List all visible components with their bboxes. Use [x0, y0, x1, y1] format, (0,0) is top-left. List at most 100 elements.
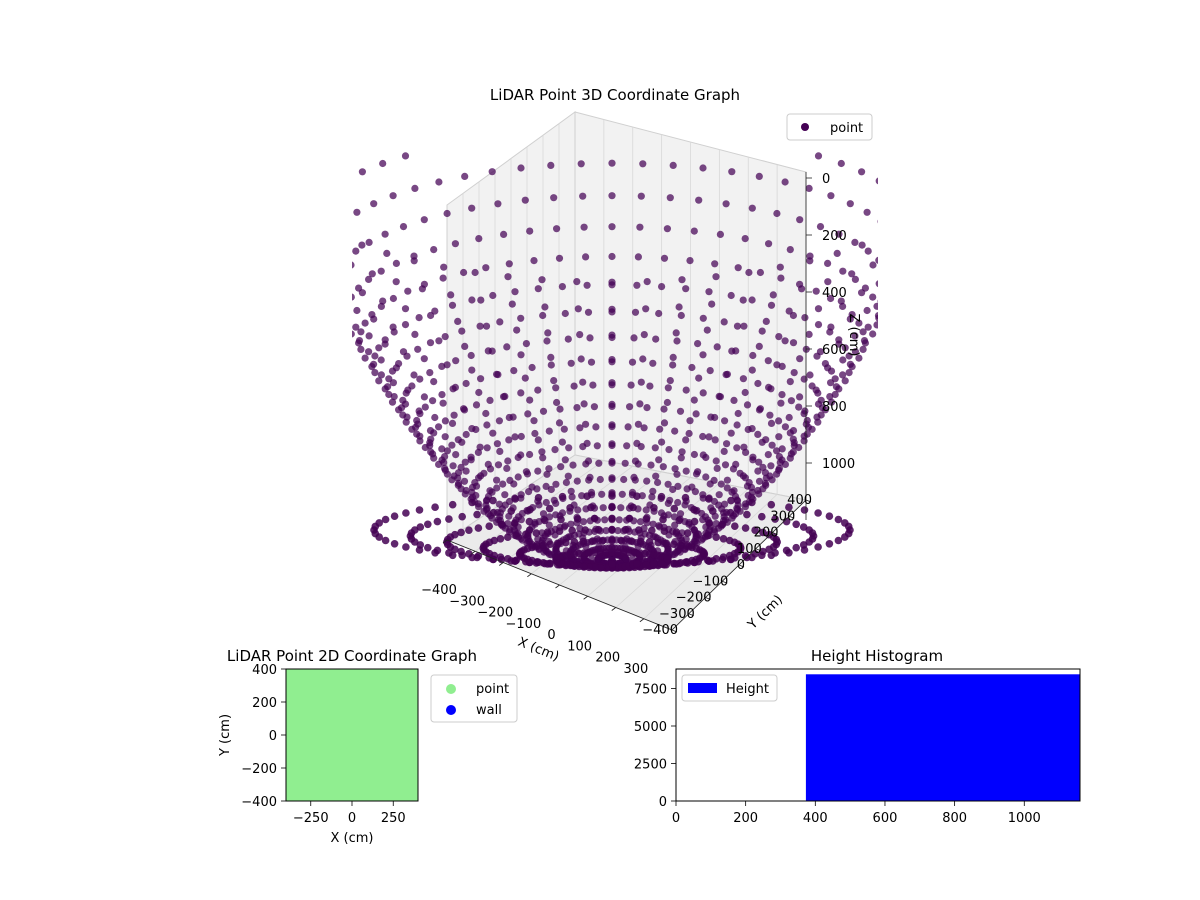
- x-tick-label: −100: [506, 617, 542, 632]
- data-point: [796, 280, 804, 288]
- data-point: [489, 496, 497, 505]
- data-point: [390, 328, 398, 336]
- data-point: [552, 511, 560, 519]
- y-tick-mark: [772, 532, 778, 535]
- data-point: [666, 377, 674, 385]
- data-point: [683, 529, 692, 537]
- data-point: [671, 427, 679, 435]
- data-point: [307, 250, 314, 257]
- data-point: [501, 392, 509, 400]
- data-point: [608, 402, 616, 410]
- data-point: [411, 330, 419, 338]
- data-point: [517, 351, 525, 359]
- data-point: [685, 429, 693, 438]
- y-tick-label: −400: [642, 623, 678, 638]
- legend-histogram: Height: [681, 674, 778, 702]
- data-point: [826, 328, 834, 336]
- data-point: [608, 441, 616, 450]
- x-tick-label: −400: [421, 583, 457, 598]
- x-tick-label: 0: [672, 811, 680, 826]
- data-point: [636, 223, 644, 231]
- data-point: [596, 564, 605, 572]
- data-point: [543, 528, 552, 536]
- data-point: [365, 348, 373, 356]
- data-point: [608, 537, 616, 545]
- data-point: [539, 311, 547, 320]
- data-point: [468, 296, 476, 304]
- data-point: [377, 356, 385, 364]
- data-point: [399, 223, 408, 231]
- data-point: [651, 444, 659, 452]
- x-tick-label: −200: [477, 606, 513, 621]
- data-point: [775, 417, 783, 425]
- data-point: [390, 512, 399, 520]
- data-point: [608, 223, 616, 231]
- data-point: [441, 333, 449, 341]
- data-point: [675, 516, 683, 525]
- x-tick-mark: [499, 562, 504, 566]
- data-point: [761, 469, 770, 477]
- data-point: [357, 328, 365, 336]
- data-point: [754, 486, 762, 495]
- data-point: [910, 250, 917, 257]
- data-point: [762, 481, 770, 489]
- x-tick-mark: [555, 584, 560, 589]
- data-point: [805, 184, 813, 192]
- data-point: [433, 517, 442, 526]
- data-point: [943, 155, 950, 162]
- data-point: [525, 517, 534, 526]
- data-point: [754, 430, 762, 438]
- data-point: [827, 398, 836, 406]
- data-point: [855, 354, 863, 362]
- data-point: [493, 476, 501, 484]
- data-point: [343, 321, 350, 328]
- data-point: [736, 542, 744, 550]
- data-point: [314, 242, 321, 249]
- data-point: [723, 484, 731, 492]
- data-point: [541, 303, 549, 311]
- data-point: [489, 291, 497, 300]
- y-tick-mark: [755, 548, 761, 552]
- data-point: [806, 252, 814, 260]
- data-point: [517, 314, 525, 322]
- data-point: [742, 500, 750, 508]
- data-point: [522, 340, 531, 348]
- data-point: [474, 448, 482, 456]
- x-tick-label: −300: [449, 594, 485, 609]
- gridline: [643, 494, 778, 620]
- data-point: [649, 520, 657, 528]
- data-point: [329, 276, 336, 283]
- data-point: [357, 345, 365, 353]
- data-point: [677, 454, 685, 462]
- data-point: [816, 223, 825, 231]
- data-point: [733, 421, 741, 429]
- data-point: [510, 367, 518, 375]
- data-point: [733, 322, 742, 330]
- data-point: [711, 436, 719, 444]
- data-point: [460, 406, 469, 414]
- data-point: [650, 560, 658, 568]
- data-point: [608, 459, 616, 467]
- data-point: [420, 355, 428, 363]
- data-point: [692, 470, 701, 478]
- x-tick-label: 600: [873, 811, 898, 826]
- data-point: [511, 433, 519, 441]
- data-point: [361, 319, 369, 327]
- data-point: [430, 378, 438, 386]
- data-point: [786, 429, 794, 437]
- y-tick-mark: [688, 613, 694, 617]
- data-point: [542, 482, 550, 490]
- data-point: [403, 352, 411, 360]
- data-point: [767, 301, 776, 309]
- data-point: [339, 218, 346, 225]
- data-point: [586, 334, 594, 342]
- data-point: [413, 430, 421, 438]
- data-point: [851, 275, 860, 283]
- data-point: [694, 530, 702, 539]
- data-point: [302, 239, 309, 246]
- data-point: [787, 450, 796, 458]
- data-point: [450, 411, 458, 419]
- y-tick-label: 2500: [634, 758, 667, 773]
- data-point: [720, 509, 728, 517]
- data-point: [755, 406, 764, 414]
